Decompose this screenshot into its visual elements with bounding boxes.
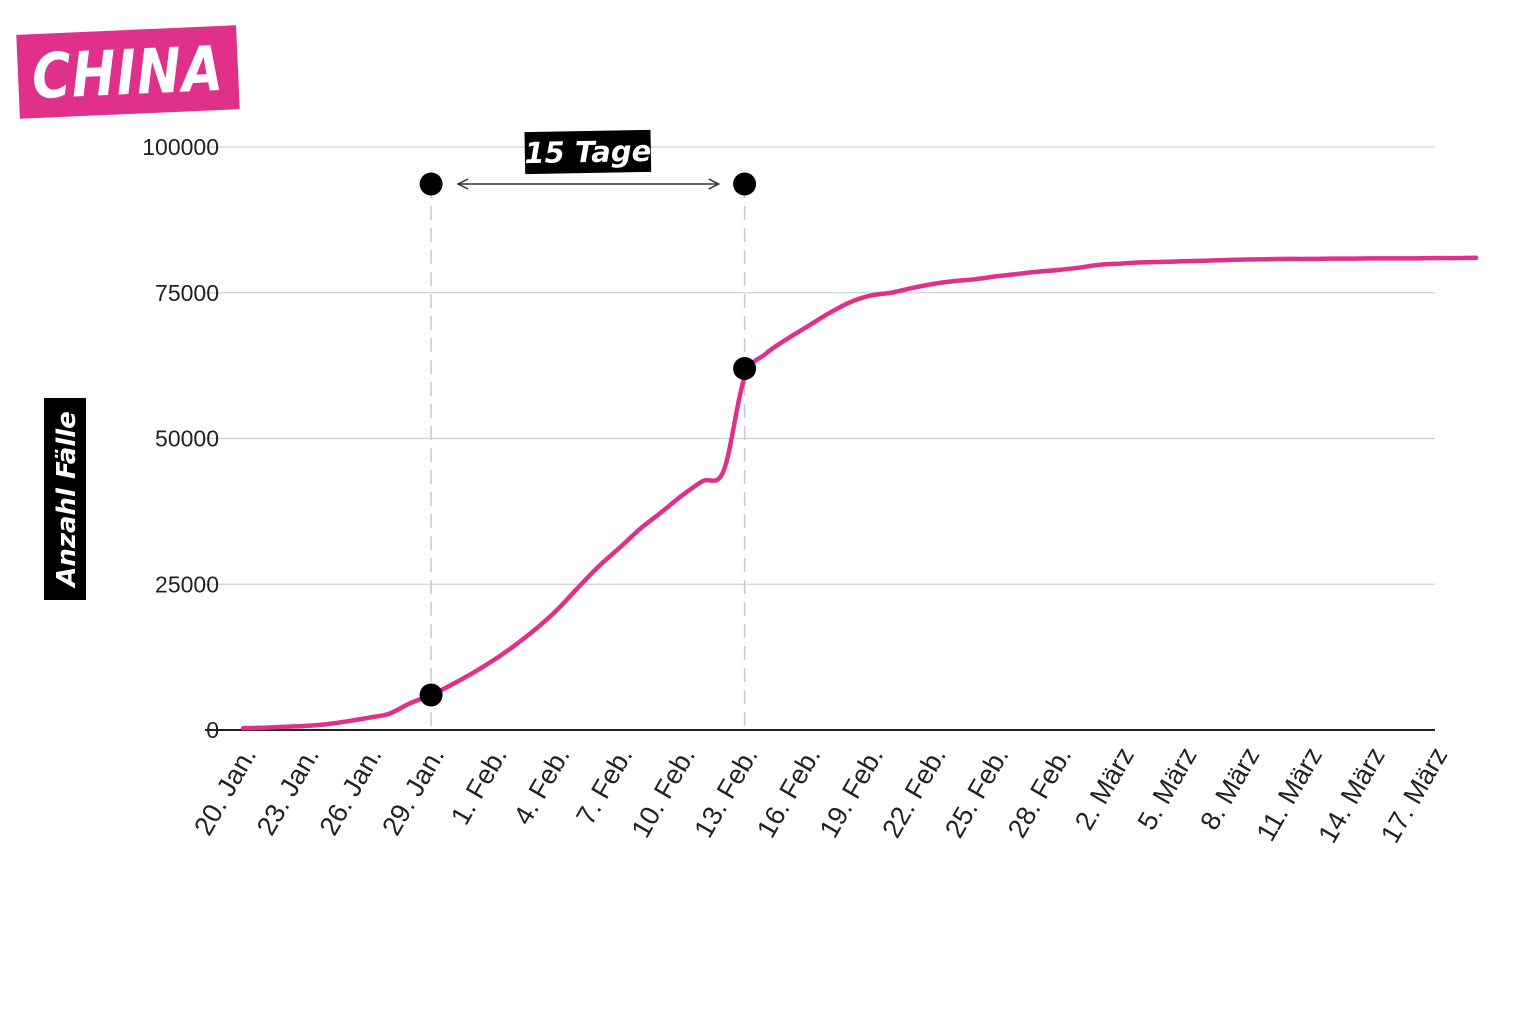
- arrow-head-right: [708, 178, 721, 190]
- series-marker: [419, 683, 443, 707]
- arrow-head-left: [456, 178, 469, 190]
- y-axis-label-box: Anzahl Fälle: [44, 398, 86, 600]
- series-line: [240, 255, 1479, 731]
- x-tick-labels: 20. Jan.23. Jan.26. Jan.29. Jan.1. Feb.4…: [188, 742, 1453, 848]
- y-axis-label: Anzahl Fälle: [52, 411, 82, 589]
- y-tick-label: 75000: [155, 280, 219, 306]
- y-tick-label: 50000: [155, 426, 219, 452]
- y-axis-label-background: [44, 398, 86, 600]
- annotation-markers: [419, 172, 757, 707]
- y-tick-labels: 0 25000 50000 75000 100000: [142, 134, 219, 743]
- annotation: 15 Tage: [430, 129, 746, 730]
- x-tick-label: 2. März: [1069, 742, 1140, 835]
- span-label: 15 Tage: [524, 134, 651, 170]
- top-marker: [733, 172, 757, 196]
- y-tick-label: 0: [206, 717, 219, 743]
- series-marker: [733, 357, 757, 381]
- x-tick-label: 7. Feb.: [570, 742, 638, 830]
- x-tick-label: 29. Jan.: [376, 742, 450, 840]
- x-tick-label: 4. Feb.: [508, 742, 576, 830]
- x-tick-label: 1. Feb.: [445, 742, 513, 830]
- grid-lines: [205, 146, 1435, 731]
- x-tick-label: 5. März: [1132, 742, 1203, 835]
- span-label-box: [524, 129, 652, 175]
- x-tick-label: 8. März: [1194, 742, 1265, 835]
- y-tick-label: 25000: [155, 571, 219, 597]
- y-tick-label: 100000: [142, 134, 219, 160]
- top-marker: [419, 172, 443, 196]
